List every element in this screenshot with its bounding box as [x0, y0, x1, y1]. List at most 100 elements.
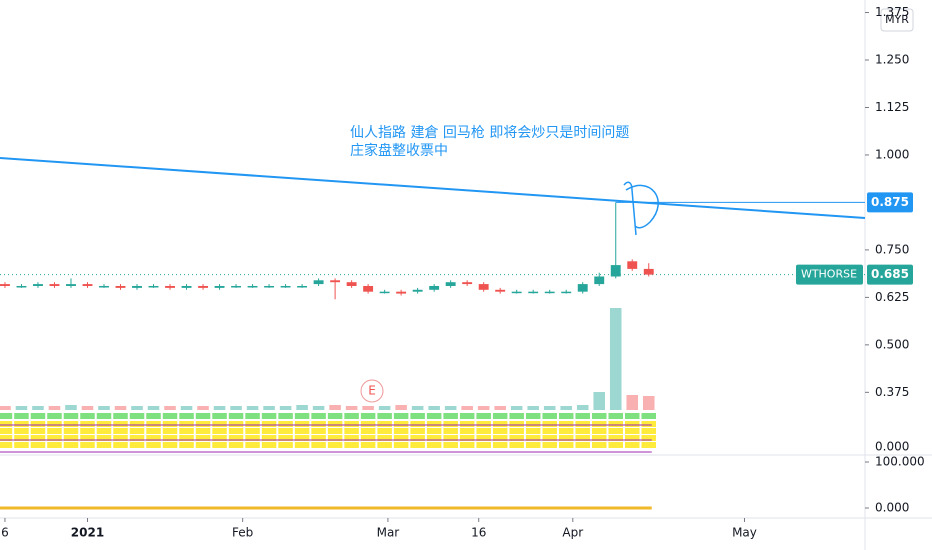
candle-body: [181, 285, 192, 288]
indicator-cell: [96, 435, 112, 441]
indicator-cell: [195, 413, 211, 419]
indicator-cell: [575, 413, 590, 419]
indicator-cell: [63, 428, 79, 434]
candle-body: [49, 284, 60, 286]
y-tick-label: 1.250: [875, 53, 909, 67]
indicator-cell: [575, 421, 590, 427]
candle-body: [66, 284, 76, 286]
indicator-cell: [162, 421, 178, 427]
indicator-cell: [63, 442, 79, 448]
indicator-cell: [360, 435, 376, 441]
indicator-cell: [509, 421, 524, 427]
indicator-cell: [360, 413, 376, 419]
indicator-cell: [624, 435, 640, 441]
candle-body: [313, 280, 324, 285]
indicator-cell: [327, 428, 343, 434]
hand-drawn-circle: [623, 181, 659, 236]
indicator-cell: [393, 413, 409, 419]
indicator-cell: [195, 428, 211, 434]
indicator-cell: [30, 435, 46, 441]
indicator-cell: [542, 435, 557, 441]
candle-body: [231, 285, 242, 288]
volume-bar: [296, 405, 308, 410]
event-marker-label: E: [368, 384, 376, 398]
volume-bar: [131, 406, 143, 410]
volume-bar: [0, 406, 11, 410]
candle-body: [627, 261, 638, 269]
currency: MYR: [885, 13, 909, 26]
indicator-cell: [47, 428, 62, 434]
x-tick-label: Apr: [562, 526, 583, 540]
indicator-cell: [476, 421, 491, 427]
annotation: 仙人指路 建倉 回马枪 即将会炒只是时间问题: [350, 124, 629, 141]
annotation: 庄家盘整收票中: [350, 142, 448, 159]
volume-bar: [81, 406, 94, 410]
indicator-cell: [525, 421, 541, 427]
indicator-cell: [410, 413, 425, 419]
indicator-cell: [179, 421, 194, 427]
candle-body: [16, 285, 27, 288]
indicator-cell: [228, 428, 244, 434]
volume-bar: [197, 406, 209, 410]
indicator-cell: [311, 442, 326, 448]
volume-bar: [164, 406, 176, 410]
indicator-cell: [228, 435, 244, 441]
candle-body: [478, 284, 489, 290]
indicator-cell: [195, 435, 211, 441]
x-tick-label: 6: [1, 526, 9, 540]
candle-body: [495, 289, 506, 292]
indicator-cell: [63, 413, 79, 419]
indicator-cell: [542, 428, 557, 434]
volume-bar: [263, 406, 275, 410]
candle-body: [643, 268, 654, 275]
indicator-cell: [542, 442, 557, 448]
volume-bar: [543, 406, 556, 410]
indicator-cell: [294, 421, 310, 427]
indicator-cell: [327, 413, 343, 419]
volume-bar: [494, 406, 506, 410]
candle-body: [379, 291, 390, 294]
candle-body: [445, 282, 456, 286]
indicator-cell: [459, 413, 475, 419]
symbol-tag: [796, 264, 863, 285]
indicator-cell: [311, 421, 326, 427]
indicator-cell: [14, 442, 29, 448]
indicator-cell: [278, 442, 293, 448]
candle-body: [214, 285, 225, 288]
indicator-cell: [641, 421, 657, 427]
indicator-cell: [30, 421, 46, 427]
indicator-cell: [591, 435, 607, 441]
indicator-cell: [245, 428, 260, 434]
indicator-cell: [542, 421, 557, 427]
indicator-cell: [608, 442, 623, 448]
indicator-cell: [228, 413, 244, 419]
indicator-cell: [245, 421, 260, 427]
indicator-cell: [162, 413, 178, 419]
indicator-cell: [558, 413, 574, 419]
indicator-cell: [377, 442, 392, 448]
candle-body: [33, 284, 43, 286]
indicator-cell: [179, 435, 194, 441]
candle-body: [198, 285, 208, 288]
indicator-cell: [558, 435, 574, 441]
candle-body: [363, 285, 374, 292]
indicator-cell: [525, 435, 541, 441]
indicator-cell: [212, 428, 227, 434]
indicator-cell: [410, 428, 425, 434]
indicator-cell: [360, 421, 376, 427]
indicator-cell: [146, 442, 161, 448]
indicator-cell: [80, 428, 95, 434]
indicator-cell: [360, 442, 376, 448]
candle-body: [132, 285, 142, 288]
indicator-cell: [377, 421, 392, 427]
indicator-cell: [278, 413, 293, 419]
indicator-cell: [591, 428, 607, 434]
indicator-cell: [492, 428, 508, 434]
y-tick-label: 1.125: [875, 100, 909, 114]
indicator-cell: [509, 442, 524, 448]
volume-bar: [230, 406, 242, 410]
indicator-cell: [492, 442, 508, 448]
volume-bar: [378, 406, 391, 410]
indicator-cell: [344, 428, 359, 434]
